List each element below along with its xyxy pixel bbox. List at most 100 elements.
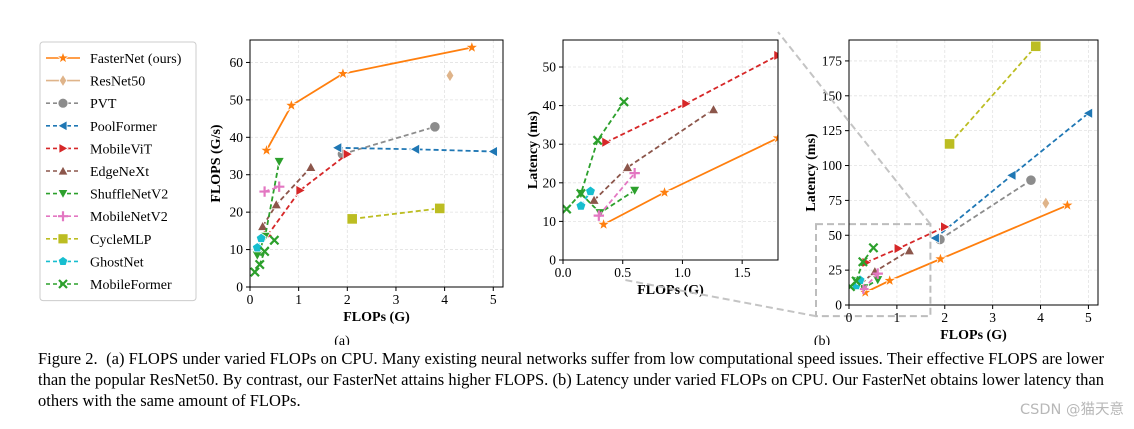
plot-b-zoom-latency: 0.0 0.5 1.0 1.5 0 10 20 30 40 50 FLOPs (G) Latency … xyxy=(526,39,779,298)
axes-frame-b_full xyxy=(848,39,1099,306)
point-b_zoom-edgenext-1 xyxy=(621,161,634,172)
xtick-label-a-3: 3 xyxy=(393,292,400,307)
point-a-poolformer-2 xyxy=(487,145,498,158)
point-b_zoom-edgenext-0 xyxy=(588,194,600,205)
xlabel-b_zoom: FLOPs (G) xyxy=(637,283,704,298)
axes-frame-a xyxy=(249,39,504,288)
legend-marker-pvt xyxy=(57,97,69,109)
ytick-label-b_zoom-1: 10 xyxy=(543,214,557,229)
point-a-cyclemlp-1 xyxy=(434,202,446,215)
series-line-a-cyclemlp xyxy=(352,207,440,220)
xtick-label-b_zoom-1: 0.5 xyxy=(614,265,631,280)
ytick-label-b_zoom-3: 30 xyxy=(543,137,557,152)
point-b_zoom-fasternet-ours-2 xyxy=(770,130,778,145)
series-line-a-fasternet-ours xyxy=(265,46,473,151)
point-b_zoom-mobilevit-0 xyxy=(601,136,613,149)
figure-caption: Figure 2. (a) FLOPS under varied FLOPs o… xyxy=(38,348,1104,411)
ylabel-a: FLOPS (G/s) xyxy=(209,124,224,203)
ytick-label-b_zoom-2: 20 xyxy=(543,175,557,190)
point-a-fasternet-ours-1 xyxy=(284,97,299,112)
legend: FasterNet (ours) ResNet50 PVT PoolFormer Mob… xyxy=(39,41,197,302)
point-b_zoom-mobilevit-2 xyxy=(773,49,778,62)
ylabel-b_full: Latency (ms) xyxy=(804,133,819,211)
point-b_zoom-mobileformer-0 xyxy=(563,204,572,214)
series-line-b_zoom-mobilevit xyxy=(605,54,778,144)
ytick-label-a-2: 20 xyxy=(230,205,244,220)
legend-marker-mobileformer xyxy=(58,279,68,289)
legend-label-pvt: PVT xyxy=(90,97,117,112)
point-b_zoom-mobilenetv2-0 xyxy=(593,210,605,221)
legend-label-ghostnet: GhostNet xyxy=(90,255,144,270)
series-line-b_zoom-fasternet-ours xyxy=(603,137,778,226)
series-line-b_zoom-mobilenetv2 xyxy=(598,172,636,217)
legend-label-mobilevit: MobileViT xyxy=(90,142,153,157)
ytick-label-b_zoom-5: 50 xyxy=(543,60,557,75)
xtick-label-b_full-3: 3 xyxy=(989,310,996,325)
point-a-edgenext-2 xyxy=(304,161,317,172)
point-b_zoom-ghostnet-0 xyxy=(575,200,587,211)
point-a-fasternet-ours-2 xyxy=(335,65,351,80)
xtick-label-b_zoom-3: 1.5 xyxy=(734,265,751,280)
ytick-label-b_zoom-4: 40 xyxy=(543,98,557,113)
series-line-b_full-fasternet-ours xyxy=(864,204,1068,294)
legend-marker-resnet50 xyxy=(58,73,68,88)
point-b_full-poolformer-0 xyxy=(929,232,940,244)
ytick-label-b_full-4: 100 xyxy=(822,158,843,173)
point-b_zoom-mobileformer-1 xyxy=(575,188,586,199)
series-line-a-pvt xyxy=(342,125,436,155)
point-a-poolformer-0 xyxy=(331,141,343,154)
point-b_full-poolformer-2 xyxy=(1082,107,1093,120)
point-b_zoom-mobilenetv2-1 xyxy=(629,167,640,179)
series-line-a-poolformer xyxy=(337,146,494,153)
point-a-ghostnet-1 xyxy=(255,232,267,243)
xtick-label-b_full-5: 5 xyxy=(1085,310,1092,325)
point-b_full-pvt-1 xyxy=(1025,174,1037,186)
point-a-fasternet-ours-3 xyxy=(464,40,480,54)
series-line-a-mobilevit xyxy=(266,153,348,236)
ytick-label-a-6: 60 xyxy=(230,55,244,70)
caption-label: Figure 2. xyxy=(38,349,98,368)
xtick-label-b_zoom-2: 1.0 xyxy=(674,265,691,280)
point-a-cyclemlp-0 xyxy=(346,213,358,225)
ytick-label-b_full-1: 25 xyxy=(829,263,843,278)
ylabel-b_zoom: Latency (ms) xyxy=(526,111,541,189)
point-a-mobilevit-1 xyxy=(295,184,307,197)
series-line-b_full-cyclemlp xyxy=(948,45,1037,145)
ytick-label-a-4: 40 xyxy=(230,130,244,145)
point-b_full-mobileformer-2 xyxy=(857,256,868,267)
series-line-a-edgenext xyxy=(261,166,312,227)
legend-marker-mobilenetv2 xyxy=(58,211,68,222)
point-b_zoom-fasternet-ours-1 xyxy=(657,184,672,199)
point-b_zoom-fasternet-ours-0 xyxy=(596,216,611,231)
point-b_full-fasternet-ours-2 xyxy=(933,251,948,266)
xtick-label-b_full-0: 0 xyxy=(846,310,853,325)
point-b_full-fasternet-ours-0 xyxy=(857,284,873,299)
point-a-mobileformer-1 xyxy=(254,259,265,270)
zoom-connector-bottom xyxy=(624,279,817,318)
ytick-label-b_zoom-0: 0 xyxy=(549,253,556,268)
zoom-connectors xyxy=(624,31,932,318)
xtick-label-a-4: 4 xyxy=(441,292,448,307)
series-line-b_full-mobilenetv2 xyxy=(862,272,879,290)
panel-a-label: (a) xyxy=(334,334,350,345)
point-a-ghostnet-0 xyxy=(251,242,263,253)
legend-label-cyclemlp: CycleMLP xyxy=(90,233,152,248)
series-line-b_zoom-mobileformer xyxy=(565,101,625,210)
point-b_full-mobilevit-1 xyxy=(893,242,905,255)
legend-label-edgenext: EdgeNeXt xyxy=(90,165,149,180)
point-b_full-edgenext-2 xyxy=(903,244,916,256)
point-b_zoom-mobileformer-3 xyxy=(618,96,629,107)
panel-b-label: (b) xyxy=(814,334,831,345)
point-b_zoom-edgenext-2 xyxy=(707,103,720,115)
point-a-resnet50-0 xyxy=(445,68,455,83)
xtick-label-b_full-2: 2 xyxy=(941,310,948,325)
xtick-label-a-5: 5 xyxy=(490,292,497,307)
point-b_zoom-ghostnet-1 xyxy=(585,185,596,196)
legend-label-resnet50: ResNet50 xyxy=(90,75,145,90)
point-b_zoom-mobileformer-2 xyxy=(592,135,603,146)
point-b_full-fasternet-ours-1 xyxy=(882,272,898,287)
point-a-fasternet-ours-0 xyxy=(259,142,274,157)
legend-label-poolformer: PoolFormer xyxy=(90,120,157,135)
